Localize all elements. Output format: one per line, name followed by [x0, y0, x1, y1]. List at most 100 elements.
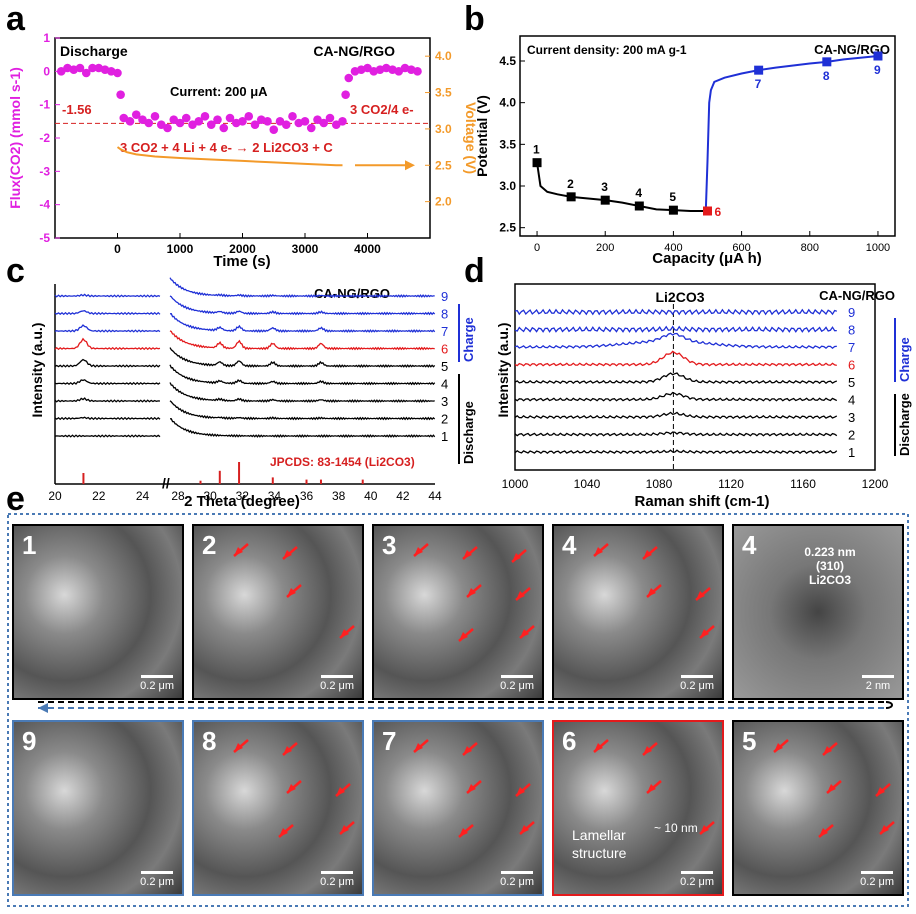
d-curve-5 [514, 372, 838, 385]
sem-arrows [233, 739, 355, 838]
c-curve-9 [54, 277, 435, 298]
a-flux-point-40 [300, 117, 310, 126]
red-arrow-head-icon [234, 547, 243, 556]
a-flux-point-9 [113, 68, 122, 78]
red-arrow-head-icon [594, 547, 603, 556]
d-curve-label-7: 7 [848, 340, 855, 355]
sem-image-number: 9 [22, 726, 37, 756]
b-point-label-9: 9 [874, 63, 881, 77]
sem-image-number: 6 [562, 726, 577, 756]
b-point-2 [566, 192, 576, 202]
scale-bar: 0.2 μm [140, 675, 174, 692]
chart-c-reference-label: JPCDS: 83-1454 (Li2CO3) [270, 455, 415, 469]
b-point-3 [600, 195, 610, 205]
c-curve-8 [54, 295, 436, 316]
red-arrow-head-icon [414, 743, 423, 752]
b-xtick-label-0: 0 [534, 242, 540, 254]
b-ytick-label-4: 4.5 [499, 54, 516, 68]
d-curve-label-4: 4 [848, 393, 855, 408]
c-xtick-label-7: 36 [300, 489, 314, 503]
sem-image-1-3: 6 0.2 μm Lamellar structure ~ 10 nm [552, 720, 724, 896]
sem-arrows [593, 543, 715, 639]
c-axis-break: // [162, 475, 170, 491]
c-xtick-label-4: 30 [203, 489, 217, 503]
a-xtick-label-4: 4000 [354, 242, 381, 256]
b-point-9 [873, 51, 883, 61]
red-arrow-head-icon [594, 743, 603, 752]
b-point-label-7: 7 [755, 77, 762, 91]
a-flux-point-10 [116, 90, 125, 99]
d-curve-1 [514, 449, 838, 455]
b-xtick-label-3: 600 [732, 242, 750, 254]
d-curve-4 [514, 391, 838, 402]
chart-a-ylabel-right: Voltage (V) [463, 102, 479, 174]
b-point-label-5: 5 [669, 190, 676, 204]
d-xtick-label-4: 1160 [790, 477, 816, 491]
a-flux-point-48 [344, 73, 354, 83]
chart-c-xlabel: 2 Theta (degree) [184, 493, 300, 510]
chart-d-title-center: Li2CO3 [655, 289, 704, 305]
d-xtick-label-2: 1080 [646, 477, 673, 491]
d-curve-7 [514, 332, 837, 350]
c-curve-label-7: 7 [441, 324, 448, 339]
red-arrow-head-icon [340, 825, 349, 834]
chart-a-ratio-label: 3 CO2/4 e- [350, 102, 414, 117]
scale-bar: 0.2 μm [500, 871, 534, 888]
d-charge-label: Charge [897, 337, 912, 382]
sem-arrows: Lamellar structure ~ 10 nm [572, 739, 715, 861]
red-arrow-head-icon [516, 787, 525, 796]
d-curve-label-5: 5 [848, 375, 855, 390]
a-flux-point-31 [244, 112, 254, 121]
red-arrow-head-icon [234, 743, 243, 752]
a-voltage-line [116, 146, 343, 167]
a-voltage-arrowhead [405, 160, 415, 171]
red-arrow-head-icon [516, 591, 525, 600]
red-arrow-head-icon [643, 550, 652, 559]
panel-letter-b: b [464, 0, 485, 38]
a-ytick-left-label-5: -4 [39, 198, 50, 212]
sem-image-number: 5 [742, 726, 757, 756]
red-arrow-head-icon [340, 629, 349, 638]
a-flux-point-23 [194, 117, 204, 126]
b-point-label-6: 6 [715, 205, 722, 219]
a-flux-point-18 [163, 123, 172, 133]
red-arrow-head-icon [283, 746, 292, 755]
c-xtick-label-2: 24 [136, 489, 150, 503]
d-xtick-label-3: 1120 [718, 477, 744, 491]
a-flux-point-44 [325, 113, 335, 123]
d-curve-label-1: 1 [848, 445, 855, 460]
a-flux-point-4 [81, 68, 91, 78]
red-arrow-head-icon [463, 746, 472, 755]
sem-arrows [14, 526, 184, 700]
d-xtick-label-0: 1000 [502, 477, 529, 491]
b-point-8 [822, 57, 832, 67]
a-xtick-label-3: 3000 [292, 242, 319, 256]
scale-bar: 0.2 μm [500, 675, 534, 692]
chart-a-xlabel: Time (s) [213, 253, 270, 270]
panel-letter-c: c [6, 252, 25, 290]
a-flux-point-43 [319, 118, 329, 128]
red-arrow-head-icon [287, 784, 296, 793]
sem-image-1-2: 7 0.2 μm [372, 720, 544, 896]
sem-image-number: 4 [562, 530, 577, 560]
chart-b-frame [519, 35, 896, 237]
chart-b-potential-capacity: Current density: 200 mA g-1 CA-NG/RGO Ca… [474, 35, 896, 267]
scale-bar: 0.2 μm [860, 871, 894, 888]
scale-bar: 0.2 μm [320, 675, 354, 692]
red-arrow-head-icon [647, 588, 656, 597]
chart-a-level-label: -1.56 [62, 102, 92, 117]
d-curve-3 [514, 411, 838, 420]
a-flux-point-37 [281, 120, 291, 129]
red-arrow-head-icon [520, 629, 529, 638]
d-curve-label-8: 8 [848, 323, 855, 338]
red-arrow-head-icon [467, 588, 476, 597]
a-xtick-label-2: 2000 [229, 242, 256, 256]
sem-image-0-1: 2 0.2 μm [192, 524, 364, 700]
sem-arrows: 0.223 nm(310)Li2CO3 [804, 545, 855, 587]
c-curve-1 [54, 418, 436, 438]
b-point-label-4: 4 [635, 186, 642, 200]
panel-letter-a: a [6, 0, 25, 38]
c-curve-label-6: 6 [441, 342, 448, 357]
chart-a-current-label: Current: 200 μA [170, 84, 268, 99]
sem-image-number: 3 [382, 530, 397, 560]
